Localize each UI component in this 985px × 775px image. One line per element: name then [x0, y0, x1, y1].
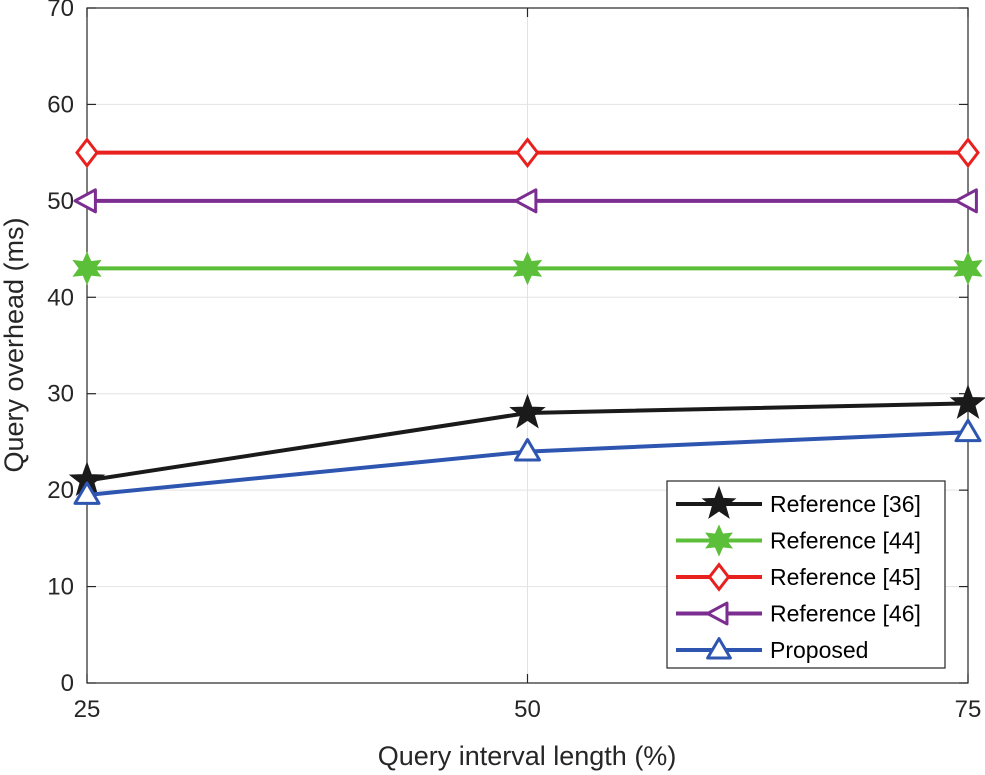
legend-item: Reference [36] — [676, 485, 921, 519]
y-tick-label: 40 — [47, 284, 74, 311]
legend-item: Reference [44] — [676, 524, 921, 557]
legend-label: Reference [44] — [770, 528, 921, 554]
x-tick-label: 50 — [514, 696, 541, 723]
legend-marker — [707, 562, 731, 592]
y-axis-label: Query overhead (ms) — [0, 217, 29, 472]
legend-label: Reference [45] — [770, 564, 921, 590]
y-tick-label: 50 — [47, 188, 74, 215]
data-point — [75, 137, 99, 169]
legend-marker — [706, 601, 729, 626]
y-tick-label: 0 — [61, 670, 74, 697]
series-group — [68, 137, 985, 505]
data-point — [73, 481, 101, 505]
data-point — [954, 418, 982, 443]
tick-labels: 0 10 20 30 40 50 60 70 25 50 75 — [47, 0, 981, 723]
legend-marker — [705, 524, 733, 557]
legend-item: Reference [45] — [676, 562, 921, 592]
data-point — [512, 251, 543, 286]
y-tick-label: 70 — [47, 0, 74, 22]
legend-item: Reference [46] — [676, 601, 921, 627]
data-point — [949, 384, 985, 419]
y-tick-label: 20 — [47, 477, 74, 504]
legend-marker — [706, 637, 732, 660]
data-point — [73, 188, 97, 214]
y-tick-label: 60 — [47, 91, 74, 118]
legend-label: Reference [36] — [770, 491, 921, 517]
data-point — [956, 137, 980, 169]
legend-item: Proposed — [676, 637, 868, 663]
data-point — [515, 137, 540, 169]
data-point — [72, 251, 102, 286]
x-tick-label: 25 — [74, 696, 101, 723]
y-tick-label: 10 — [47, 574, 74, 601]
data-point — [514, 188, 538, 214]
legend-label: Reference [46] — [770, 601, 921, 627]
series-reference-44 — [72, 251, 983, 286]
y-tick-label: 30 — [47, 381, 74, 408]
series-reference-45 — [75, 137, 980, 169]
data-point — [954, 188, 978, 214]
legend-marker — [701, 485, 737, 519]
legend: Reference [36] Reference [44] Reference [4… — [666, 480, 946, 669]
axes — [86, 7, 969, 684]
x-tick-label: 75 — [955, 696, 982, 723]
x-axis-label: Query interval length (%) — [378, 741, 677, 771]
data-point — [953, 251, 983, 286]
data-point — [514, 438, 541, 462]
series-proposed — [73, 418, 982, 505]
data-point — [509, 393, 546, 429]
legend-label: Proposed — [770, 637, 868, 663]
series-reference-46 — [73, 188, 978, 214]
